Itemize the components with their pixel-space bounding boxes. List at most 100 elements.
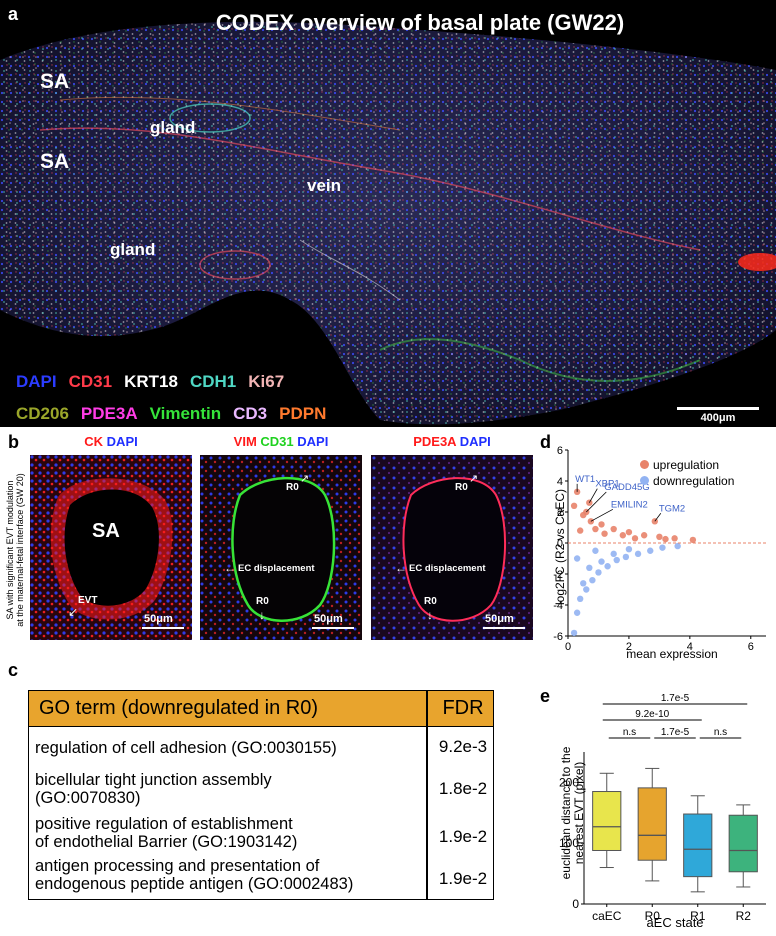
go-row-1-line-1: regulation of cell adhesion (GO:0030155) (35, 739, 337, 757)
label-sa: SA (92, 520, 120, 542)
go-row-3-fdr: 1.9e-2 (438, 827, 488, 846)
marker-cd31-label: CD31 (68, 372, 113, 391)
down-point (586, 564, 593, 571)
gene-label-xbp1: XBP1 (595, 479, 619, 490)
down-point (595, 569, 602, 576)
label-sa-1: SA (40, 70, 70, 93)
chart-e-ytick-label: 100 (559, 836, 579, 850)
down-point (592, 547, 599, 554)
marker-vimentin-label: Vimentin (149, 404, 222, 423)
legend-up-label: upregulation (653, 458, 720, 472)
go-header-fdr: FDR (442, 697, 484, 719)
marker-krt18-label: KRT18 (124, 372, 178, 391)
up-point (671, 535, 678, 542)
arrow-ec-3-icon: ← (395, 561, 407, 575)
up-point (631, 535, 639, 542)
gene-label-wt1: WT1 (575, 474, 595, 485)
chart-e-xlabel: aEC state (646, 915, 704, 930)
comparison-label: 1.7e-5 (661, 693, 690, 704)
down-point (598, 558, 605, 565)
codex-overview-image: a CODEX overview of basal plate (GW22) S… (0, 0, 776, 427)
comparison-label: 1.7e-5 (661, 727, 690, 738)
box-r2 (728, 814, 758, 873)
label-gland-1: gland (150, 118, 196, 137)
marker-pde3a-label: PDE3A (80, 404, 138, 423)
chart-d-xtick-label: 6 (748, 641, 754, 653)
down-point (580, 580, 587, 587)
scalebar-b2 (312, 627, 354, 629)
panel-b-side-caption: SA with significant EVT modulation at th… (5, 457, 25, 643)
chart-e-ytick-label: 0 (572, 897, 579, 911)
down-point (613, 556, 620, 564)
down-point (610, 550, 617, 558)
chart-d-ytick-label: 6 (557, 445, 563, 457)
stain-cd31: CD31 (260, 434, 294, 449)
chart-e-ylabel-line-2: nearest EVT (pixel) (572, 761, 586, 865)
gene-pointer (585, 491, 607, 513)
label-r0-bottom: R0 (256, 596, 269, 607)
scalebar-b1 (142, 627, 184, 629)
micrograph-ck-dapi-image (30, 455, 192, 640)
panel-letter-e: e (540, 686, 551, 706)
up-point (619, 532, 627, 539)
arrow-evt-icon: ↙ (68, 605, 79, 619)
chart-d-ytick-label: 2 (557, 507, 563, 519)
arrow-ec-icon: ← (224, 561, 236, 575)
comparison-label: n.s (623, 727, 636, 738)
micrograph-vim-cd31-dapi-image (200, 455, 362, 640)
go-row-3-line-1: positive regulation of establishment (35, 815, 293, 833)
up-point (662, 535, 669, 543)
stain-dapi: DAPI (106, 434, 138, 449)
chart-d-xtick-label: 2 (626, 641, 632, 653)
chart-e-xtick-label: caEC (592, 909, 622, 923)
up-point (598, 521, 605, 528)
chart-e-xtick-label: R2 (736, 909, 752, 923)
go-term-table: GO term (downregulated in R0) FDR regula… (28, 690, 494, 900)
go-table-header: GO term (downregulated in R0) FDR (29, 691, 493, 727)
stain-dapi-2: DAPI (297, 434, 329, 449)
stain-dapi-3: DAPI (459, 434, 491, 449)
up-point (592, 525, 599, 533)
legend-upregulation: upregulation (640, 458, 719, 472)
label-gland-2: gland (110, 240, 156, 259)
stain-ck: CK (84, 434, 104, 449)
down-point (625, 546, 633, 553)
arrow-r0-top-3-icon: ↗ (469, 473, 479, 485)
down-point (634, 550, 642, 558)
codex-tissue-micrograph (0, 21, 776, 425)
chart-e-ytick-label: 200 (559, 775, 579, 789)
up-point (610, 525, 617, 533)
scalebar-400um (677, 407, 759, 410)
image-2-stain-header: VIM CD31 DAPI (200, 434, 362, 449)
marker-cdh1-label: CDH1 (189, 372, 237, 391)
go-row-4-term: antigen processing and presentation of e… (35, 857, 353, 893)
chart-d-ytick-label: -6 (553, 631, 563, 643)
label-r0-bottom-3: R0 (424, 596, 437, 607)
up-point (625, 528, 633, 536)
label-ec-displacement: EC displacement (238, 563, 315, 574)
label-r0-top-3: R0 (455, 482, 468, 493)
panel-letter-a: a (8, 4, 19, 24)
chart-e-xtick-label: R1 (690, 909, 706, 923)
label-evt: EVT (78, 595, 98, 606)
go-row-4-fdr: 1.9e-2 (438, 869, 488, 888)
marker-pdpn-label: PDPN (279, 404, 327, 423)
down-point (573, 609, 581, 616)
go-row-2-term: bicellular tight junction assembly (GO:0… (35, 771, 272, 807)
chart-d-ytick-label: -2 (553, 569, 563, 581)
go-row-1-fdr: 9.2e-3 (438, 737, 488, 756)
comparison-label: 9.2e-10 (635, 709, 669, 720)
scalebar-b1-label: 50μm (144, 613, 173, 625)
chart-d-ytick-label: 4 (557, 476, 563, 488)
gene-pointer (588, 488, 598, 503)
go-row-1-term: regulation of cell adhesion (GO:0030155) (35, 739, 337, 757)
chart-d-xlabel: mean expression (626, 647, 718, 661)
box-plot-chart: 0 100 200 caEC R0 R1 R2 1.7e-5 9.2e-10 n.s 1.7e-5 n… (559, 693, 766, 923)
down-point (659, 544, 666, 551)
marker-legend-row-1: DAPI CD31 KRT18 CDH1 Ki67 (16, 372, 436, 392)
arrow-r0-bottom-3-icon: ↓ (427, 608, 433, 622)
micrograph-ck-dapi: SA EVT ↙ 50μm (30, 455, 192, 640)
comparison-label: n.s (714, 727, 727, 738)
marker-dapi-label: DAPI (16, 372, 57, 391)
go-row-2-line-1: bicellular tight junction assembly (35, 771, 272, 789)
